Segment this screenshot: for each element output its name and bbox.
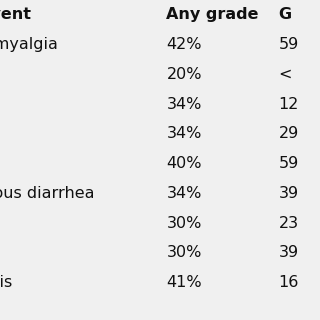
Text: 41%: 41% — [166, 275, 202, 290]
Text: 39: 39 — [278, 245, 299, 260]
Text: event: event — [0, 7, 31, 22]
Bar — [0, 149, 320, 179]
Bar — [0, 89, 320, 119]
Text: 30%: 30% — [166, 216, 202, 231]
Text: 16: 16 — [278, 275, 299, 290]
Text: 34%: 34% — [166, 186, 202, 201]
Text: ctious diarrhea: ctious diarrhea — [0, 186, 95, 201]
Text: 39: 39 — [278, 186, 299, 201]
Text: 59: 59 — [278, 37, 299, 52]
Bar — [0, 179, 320, 208]
Text: 29: 29 — [278, 126, 299, 141]
Text: 42%: 42% — [166, 37, 202, 52]
Text: 20%: 20% — [166, 67, 202, 82]
Text: Any grade: Any grade — [166, 7, 259, 22]
Text: 40%: 40% — [166, 156, 202, 171]
Bar — [0, 268, 320, 298]
Text: 34%: 34% — [166, 97, 202, 112]
Text: 23: 23 — [278, 216, 299, 231]
Bar — [0, 30, 320, 60]
Bar — [0, 0, 320, 30]
Text: <: < — [278, 67, 292, 82]
Bar — [0, 208, 320, 238]
Text: G: G — [278, 7, 292, 22]
Text: 34%: 34% — [166, 126, 202, 141]
Bar — [0, 238, 320, 268]
Bar — [0, 119, 320, 149]
Text: 59: 59 — [278, 156, 299, 171]
Text: ia/myalgia: ia/myalgia — [0, 37, 58, 52]
Text: 12: 12 — [278, 97, 299, 112]
Bar — [0, 60, 320, 89]
Text: initis: initis — [0, 275, 13, 290]
Text: 30%: 30% — [166, 245, 202, 260]
